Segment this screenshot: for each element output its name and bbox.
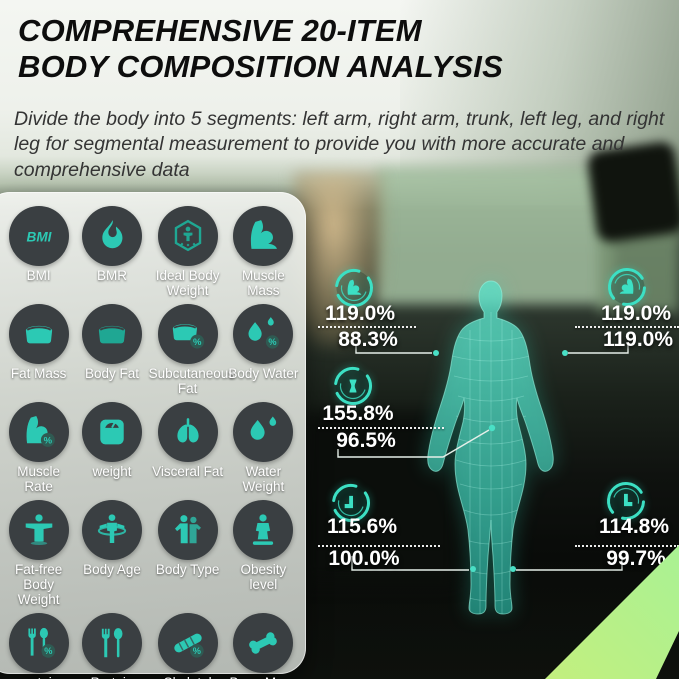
metric-label: Obesity level [240,562,287,593]
metric-item: Visceral Fat [149,396,227,494]
body-age-icon [81,500,142,561]
trunk-ring-icon [334,367,372,405]
left-arm-value-bottom: 88.3% [338,328,398,351]
metric-label: Muscle Rate [17,464,61,494]
weight-scale-icon [81,402,142,463]
metric-item: weight [75,396,148,494]
metric-item: Ideal Body Weight [149,200,227,298]
body-fat-icon [81,304,142,365]
title-line-1: COMPREHENSIVE 20-ITEM [18,13,422,48]
metrics-card: BMI BMR Ideal Body Weight Muscle Mass Fa… [0,192,306,679]
metric-item: Body Water [227,298,300,396]
right-arm-ring-icon [608,268,646,306]
trunk-value-bottom: 96.5% [336,429,396,452]
left-leg-value-divider [318,545,440,547]
metric-item: Body Age [75,494,148,607]
right-arm-value-top: 119.0% [600,302,672,325]
metric-item: Fat Mass [2,298,75,396]
bone-mass-icon [233,613,294,674]
right-arm-value-divider [575,326,679,328]
protein-mass-icon [81,613,142,674]
metric-label: Body Age [83,562,141,578]
background-person-blur [294,172,386,348]
trunk-value-top: 155.8% [322,402,394,425]
metric-label: BMR [96,268,127,283]
metric-label: Water Weight [242,464,285,494]
metric-label: Fat-free Body Weight [15,562,63,607]
left-arm-ring-icon [335,269,373,307]
metric-label: BMI [26,268,51,283]
metric-item: Obesity level [227,494,300,607]
metric-item: BMI [2,200,75,298]
metric-label: Protein Mass [75,675,148,679]
metric-label: Skeletal Muscle [149,675,227,679]
fat-mass-icon [8,304,69,365]
muscle-mass-icon [233,206,294,266]
metrics-grid: BMI BMR Ideal Body Weight Muscle Mass Fa… [2,200,300,679]
metric-label: Body Water [228,366,299,382]
ideal-body-weight-icon [157,206,218,266]
obesity-level-icon [233,500,294,561]
bmr-flame-icon [81,206,142,266]
metric-label: Body Type [155,562,220,578]
metric-item: Skeletal Muscle [149,607,227,679]
water-weight-icon [233,402,294,463]
title-line-2: BODY COMPOSITION ANALYSIS [18,48,503,84]
metric-label: Ideal Body Weight [155,268,220,298]
metric-item: Water Weight [227,396,300,494]
fat-free-body-weight-icon [8,500,69,561]
metric-item: Protein Mass [75,607,148,679]
metric-label: Bone Mass [230,676,298,679]
metric-label: protein [18,676,59,679]
left-arm-value-divider [318,326,416,328]
protein-icon [8,613,69,674]
left-arm-value-top: 119.0% [324,302,396,325]
right-leg-value-bottom: 99.7% [606,547,666,570]
metric-label: weight [92,464,132,480]
body-water-icon [233,304,294,365]
metric-item: Body Type [149,494,227,607]
bmi-icon [8,206,69,266]
right-leg-value-top: 114.8% [598,515,670,538]
metric-item: Bone Mass [227,607,300,679]
left-leg-value-bottom: 100.0% [328,547,400,570]
left-leg-value-top: 115.6% [326,515,398,538]
metric-item: protein [2,607,75,679]
trunk-value-divider [318,427,444,429]
metric-item: Body Fat [75,298,148,396]
right-leg-ring-icon [607,482,645,520]
metric-label: Fat Mass [10,366,67,382]
right-arm-value-bottom: 119.0% [602,328,674,351]
body-type-icon [157,500,218,561]
subcutaneous-fat-icon [157,304,218,365]
metric-label: Subcutaneous Fat [148,366,235,396]
background-gym-window [376,168,614,304]
metric-label: Visceral Fat [152,464,224,480]
metric-label: Muscle Mass [241,268,285,298]
metric-item: BMR [75,200,148,298]
skeletal-muscle-icon [157,613,218,674]
metric-item: Muscle Rate [2,396,75,494]
metric-label: Body Fat [84,366,139,382]
left-leg-ring-icon [332,484,370,522]
metric-item: Fat-free Body Weight [2,494,75,607]
muscle-rate-icon [8,402,69,463]
metric-item: Muscle Mass [227,200,300,298]
subtitle: Divide the body into 5 segments: left ar… [14,108,665,181]
metric-item: Subcutaneous Fat [148,298,235,396]
page-title: COMPREHENSIVE 20-ITEM BODY COMPOSITION A… [18,13,503,85]
visceral-fat-icon [157,402,218,463]
